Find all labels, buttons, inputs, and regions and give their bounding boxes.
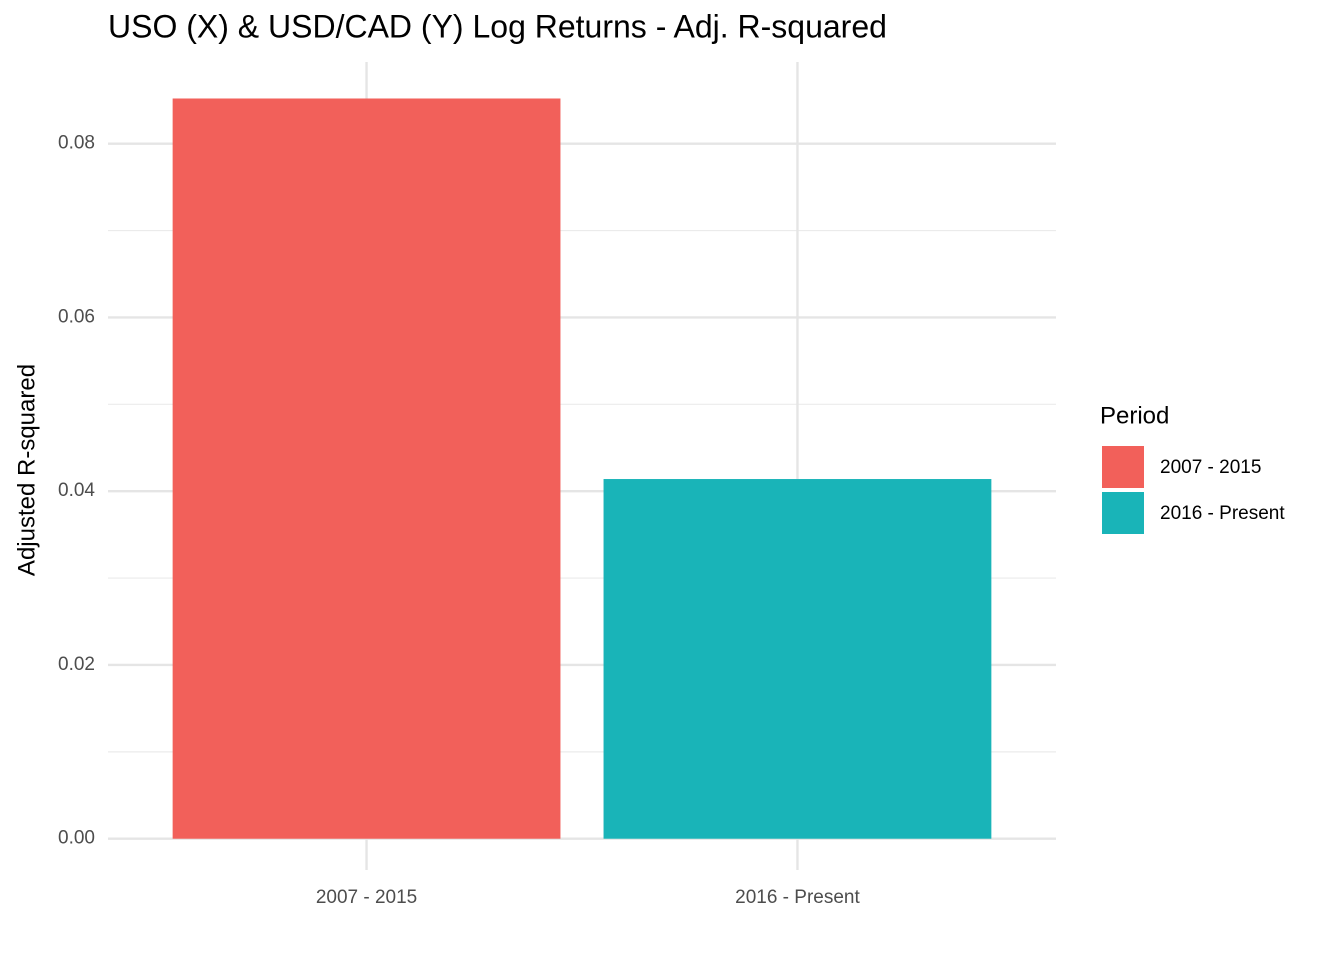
x-tick-label: 2016 - Present — [735, 887, 860, 908]
legend-key — [1102, 446, 1144, 488]
x-tick-label: 2007 - 2015 — [316, 887, 417, 908]
y-tick-label: 0.02 — [58, 654, 95, 675]
legend-label: 2016 - Present — [1160, 503, 1285, 524]
bar — [603, 479, 992, 839]
bar — [172, 98, 561, 839]
y-tick-label: 0.00 — [58, 828, 95, 849]
y-tick-label: 0.04 — [58, 480, 95, 501]
chart-title: USO (X) & USD/CAD (Y) Log Returns - Adj.… — [108, 8, 887, 44]
y-tick-label: 0.08 — [58, 133, 95, 154]
legend-key — [1102, 492, 1144, 534]
legend-label: 2007 - 2015 — [1160, 457, 1261, 478]
legend-title: Period — [1100, 402, 1169, 429]
y-tick-label: 0.06 — [58, 306, 95, 327]
y-axis-label: Adjusted R-squared — [13, 364, 40, 576]
